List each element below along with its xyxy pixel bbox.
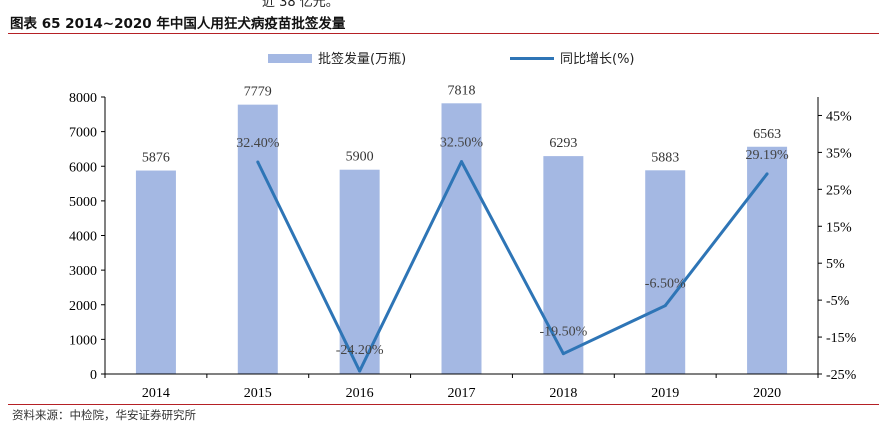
right-tick-label: 15% <box>826 220 852 235</box>
bar-value-label: 7818 <box>448 83 476 98</box>
plot-area: 0 1000 2000 3000 4000 5000 6000 7000 8000 -25% -15… <box>69 83 857 401</box>
left-tick-label: 2000 <box>69 299 97 314</box>
growth-value-label: -24.20% <box>336 343 384 358</box>
title-divider <box>8 33 879 34</box>
growth-point <box>765 172 769 176</box>
right-tick-label: 35% <box>826 146 852 161</box>
growth-point <box>460 160 463 164</box>
x-tick-label: 2017 <box>448 386 476 401</box>
right-tick-label: -5% <box>826 294 850 309</box>
bar-2018 <box>543 156 584 374</box>
growth-value-label: -19.50% <box>539 325 587 340</box>
source-note: 资料来源：中检院，华安证券研究所 <box>12 408 196 422</box>
bar-2019 <box>645 170 686 374</box>
bar-value-label: 5900 <box>346 150 374 165</box>
right-tick-label: -15% <box>826 331 857 346</box>
legend-bar-label: 批签发量(万瓶) <box>318 51 406 67</box>
bar-value-label: 5876 <box>142 151 170 166</box>
growth-point <box>561 352 565 356</box>
left-tick-label: 6000 <box>69 160 97 175</box>
bar-2014 <box>135 170 176 374</box>
bar-2015 <box>237 104 278 374</box>
footer-divider <box>8 404 879 405</box>
growth-point <box>663 304 667 308</box>
growth-point <box>256 160 260 164</box>
growth-value-label: 32.40% <box>236 136 280 151</box>
left-tick-label: 4000 <box>69 230 97 245</box>
bar-value-label: 6293 <box>549 136 577 151</box>
left-tick-label: 7000 <box>69 126 97 141</box>
right-tick-label: -25% <box>826 368 857 383</box>
bar-2017 <box>441 103 482 374</box>
right-tick-label: 45% <box>826 109 852 124</box>
growth-value-label: 29.19% <box>745 148 789 163</box>
x-tick-label: 2015 <box>244 386 272 401</box>
growth-value-label: 32.50% <box>440 136 484 151</box>
x-tick-label: 2018 <box>549 386 577 401</box>
growth-line <box>256 160 769 373</box>
bar-value-label: 7779 <box>244 85 272 100</box>
left-tick-label: 1000 <box>69 333 97 348</box>
left-tick-label: 3000 <box>69 264 97 279</box>
left-tick-label: 0 <box>90 368 97 383</box>
figure-title: 图表 65 2014~2020 年中国人用狂犬病疫苗批签发量 <box>10 16 346 32</box>
previous-text-fragment: 近 38 亿元。 <box>262 0 339 10</box>
left-tick-label: 5000 <box>69 195 97 210</box>
left-tick-label: 8000 <box>69 91 97 106</box>
right-tick-label: 25% <box>826 183 852 198</box>
legend-line-label: 同比增长(%) <box>560 52 635 67</box>
bar-value-label: 6563 <box>753 127 781 142</box>
bar-2020 <box>747 146 788 374</box>
x-tick-label: 2016 <box>346 386 374 401</box>
right-tick-label: 5% <box>826 257 845 272</box>
x-tick-label: 2014 <box>142 386 170 401</box>
bar-value-label: 5883 <box>651 150 679 165</box>
bar-2016 <box>339 169 380 374</box>
legend-bar-swatch <box>268 54 312 63</box>
x-tick-label: 2019 <box>651 386 679 401</box>
x-tick-label: 2020 <box>753 386 781 401</box>
chart-legend: 批签发量(万瓶) 同比增长(%) <box>268 51 635 67</box>
growth-value-label: -6.50% <box>645 277 686 292</box>
growth-point <box>358 369 362 373</box>
